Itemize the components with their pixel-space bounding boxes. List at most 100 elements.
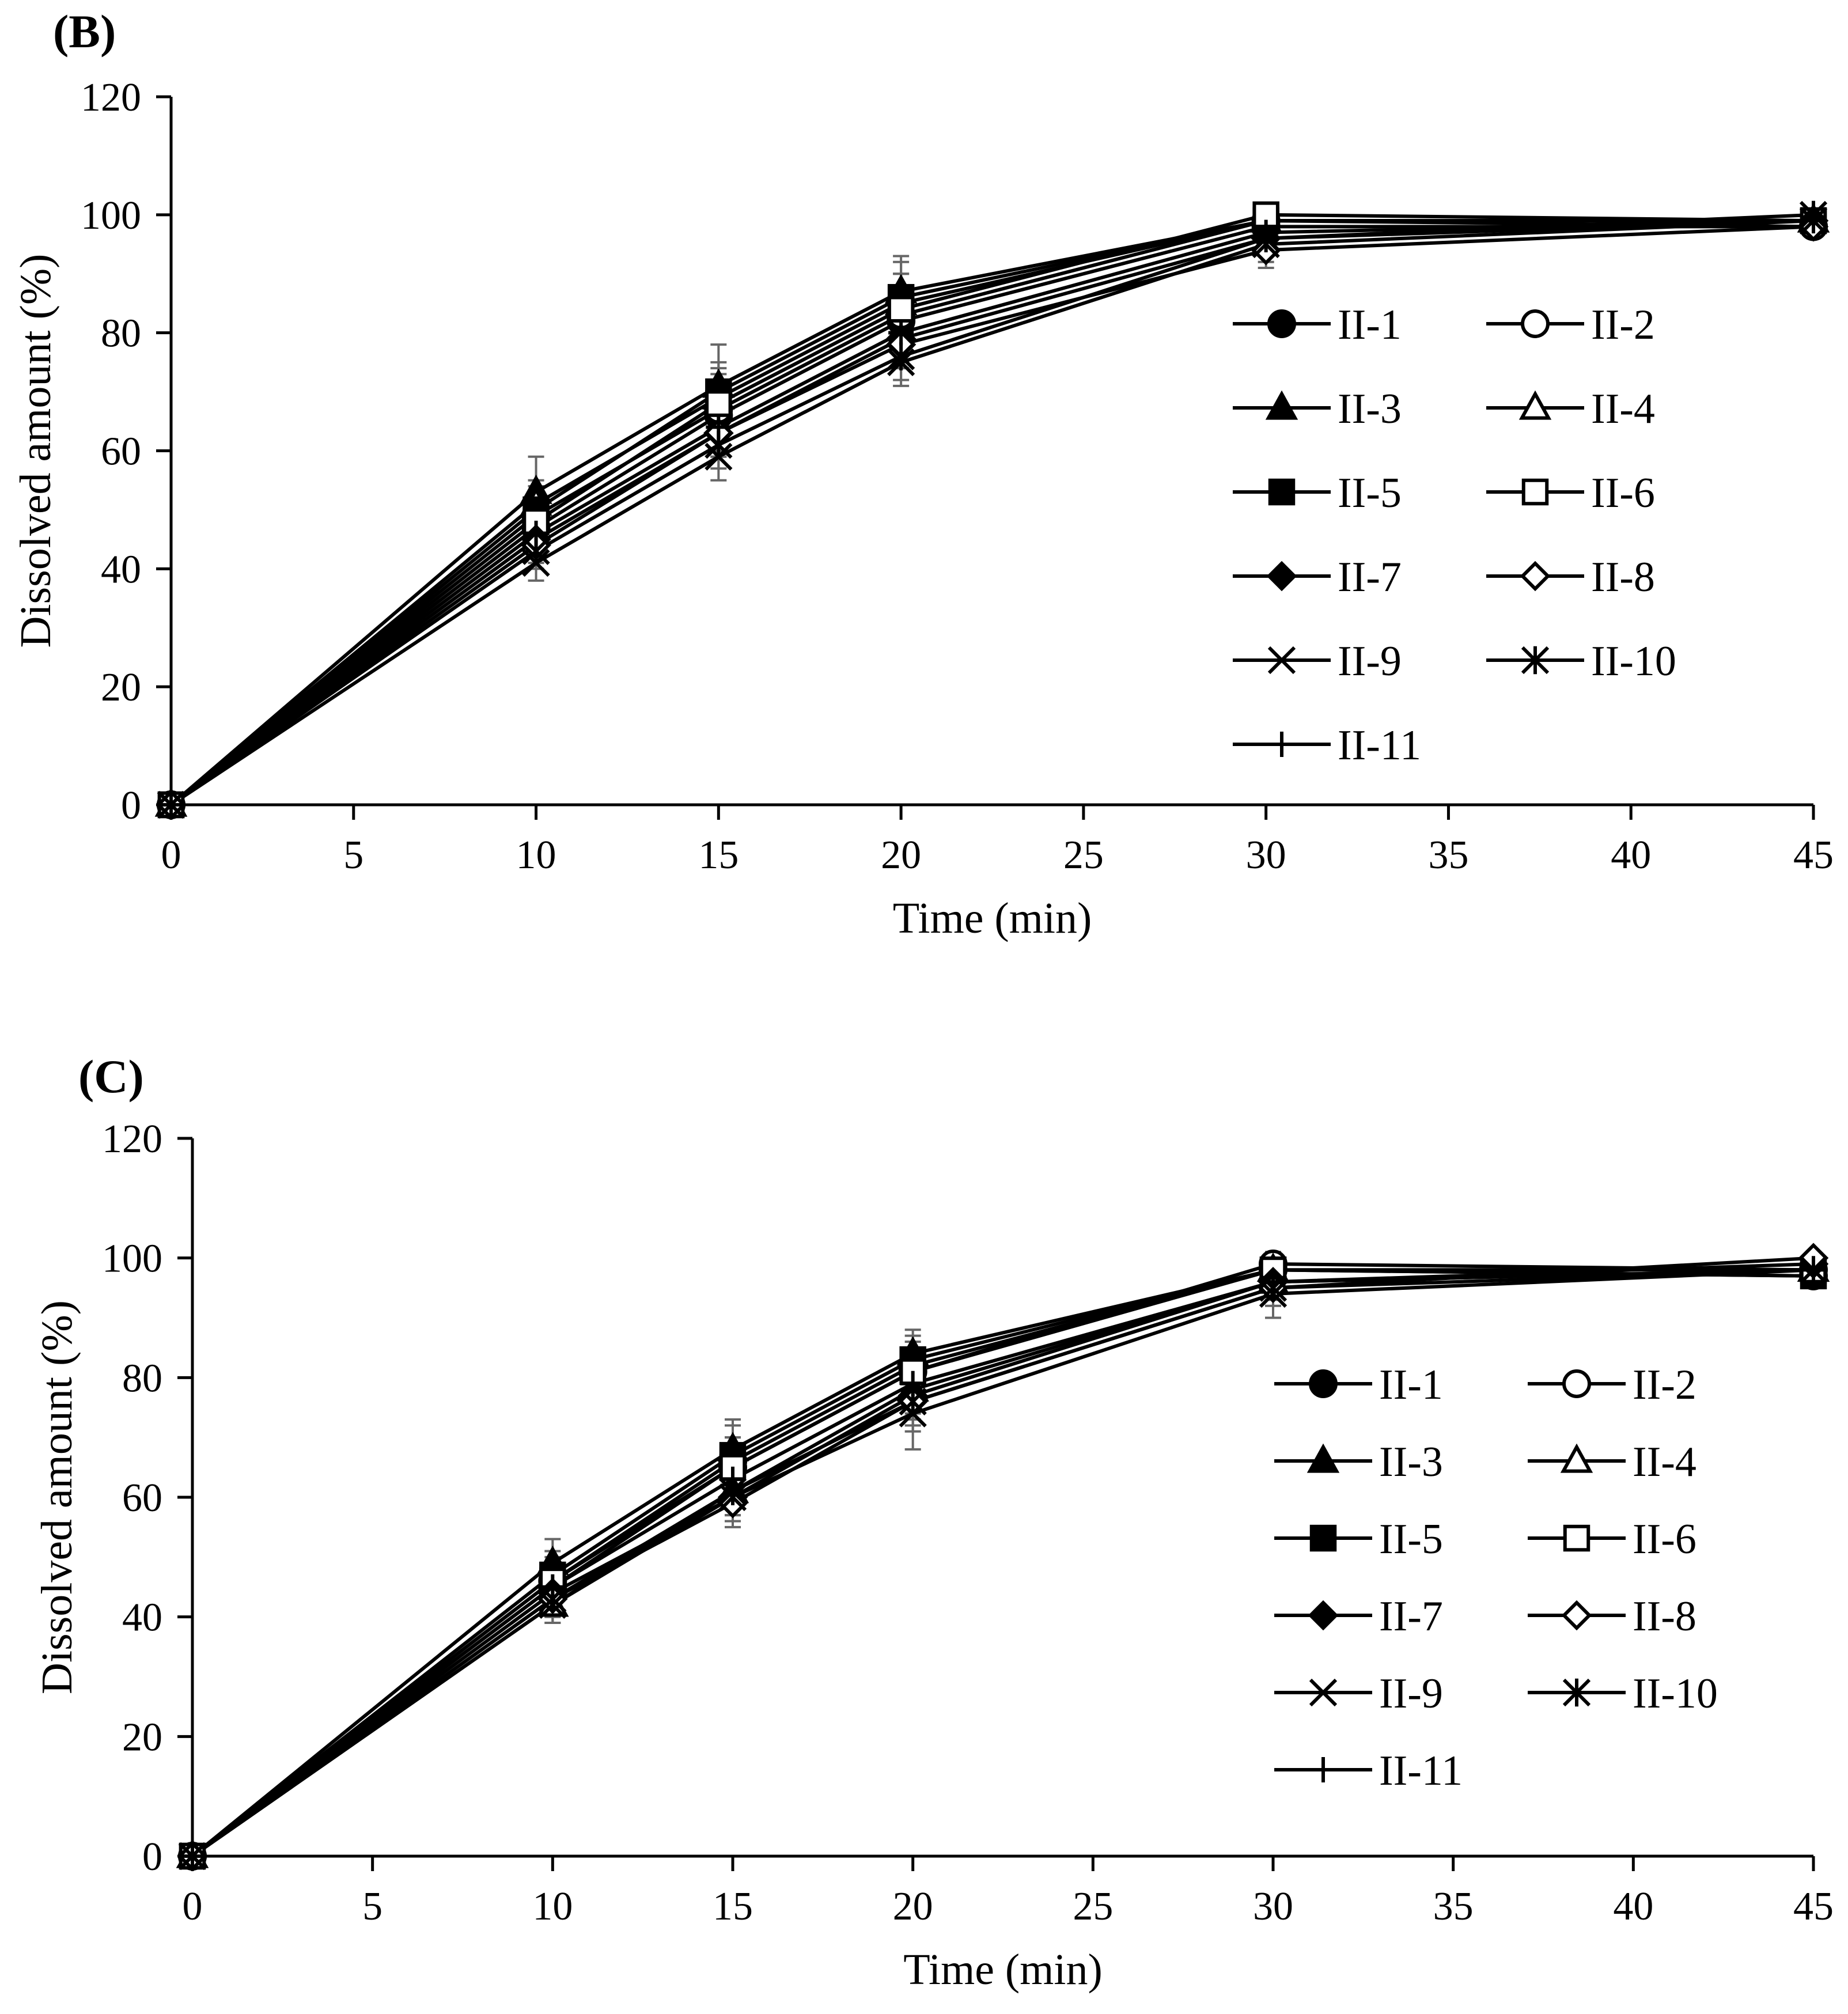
legend-marker xyxy=(1265,390,1298,420)
legend-marker xyxy=(1521,309,1550,338)
data-point-ii-11 xyxy=(720,1466,745,1492)
data-point-ii-11 xyxy=(706,414,732,440)
legend-marker xyxy=(1307,1443,1340,1473)
data-point-ii-11 xyxy=(1260,1269,1286,1295)
legend-marker xyxy=(1308,1600,1339,1631)
legend-label: II-8 xyxy=(1633,1593,1696,1640)
chart-panel-b: (B) 0 20 40 60 80 100 120 0 5 10 15 20 25 30 35 40 45 Time… xyxy=(12,5,1834,942)
legend-marker xyxy=(1309,1524,1337,1552)
legend-item: II-7 xyxy=(1233,554,1402,601)
series-line-ii-6 xyxy=(170,213,1814,807)
legend-marker xyxy=(1563,1524,1591,1552)
data-point-ii-11 xyxy=(900,1371,926,1396)
y-tick-label: 120 xyxy=(102,1117,162,1161)
data-point-ii-6 xyxy=(705,390,732,417)
legend-label: II-5 xyxy=(1338,470,1402,517)
legend-marker xyxy=(1311,1757,1336,1782)
y-axis-title: Dissolved amount (%) xyxy=(33,1300,81,1694)
y-tick-label: 40 xyxy=(101,547,141,592)
legend-label: II-7 xyxy=(1338,554,1402,601)
panel-label: (C) xyxy=(78,1050,144,1103)
y-tick-label: 60 xyxy=(101,430,141,474)
series-line-ii-9 xyxy=(191,1268,1814,1858)
series-line-ii-11 xyxy=(191,1268,1814,1858)
y-tick-label: 0 xyxy=(121,783,141,828)
legend-label: II-6 xyxy=(1633,1516,1696,1563)
series-line-ii-5 xyxy=(170,219,1813,807)
y-tick-label: 100 xyxy=(81,194,141,238)
legend-item: II-9 xyxy=(1274,1670,1443,1717)
panel-label: (B) xyxy=(53,5,116,58)
y-axis-title: Dissolved amount (%) xyxy=(12,254,60,648)
x-tick-label: 15 xyxy=(713,1884,753,1929)
x-tick-label: 20 xyxy=(893,1884,933,1929)
legend-item: II-2 xyxy=(1486,301,1655,349)
y-tick-label: 100 xyxy=(102,1237,162,1281)
legend-item: II-6 xyxy=(1528,1516,1696,1563)
x-tick-label: 35 xyxy=(1433,1884,1474,1929)
y-tick-label: 60 xyxy=(122,1476,162,1520)
legend-item: II-7 xyxy=(1274,1593,1443,1640)
x-tick-label: 40 xyxy=(1613,1884,1653,1929)
series-line-ii-10 xyxy=(191,1268,1814,1858)
legend-item: II-9 xyxy=(1233,638,1402,685)
x-tick-label: 0 xyxy=(161,833,181,877)
x-tick-label: 30 xyxy=(1253,1884,1293,1929)
legend-item: II-5 xyxy=(1274,1516,1443,1563)
legend-item: II-4 xyxy=(1528,1438,1696,1486)
legend-label: II-7 xyxy=(1379,1593,1443,1640)
legend-marker xyxy=(1267,309,1296,338)
x-tick-label: 20 xyxy=(881,833,921,877)
series-line-ii-8 xyxy=(170,225,1814,807)
data-point-ii-11 xyxy=(888,320,914,346)
legend-marker xyxy=(1267,646,1296,675)
series-line-ii-1 xyxy=(170,225,1813,807)
legend-item: II-10 xyxy=(1528,1670,1718,1717)
legend-item: II-1 xyxy=(1233,301,1402,349)
y-tick-label: 40 xyxy=(122,1596,162,1640)
legend: II-1 II-2 II-3 II-4 II-5 II-6 II-7 II-8 II-9 II-1… xyxy=(1233,301,1676,769)
x-axis-title: Time (min) xyxy=(893,894,1092,942)
x-tick-label: 5 xyxy=(362,1884,383,1929)
y-tick-label: 20 xyxy=(122,1715,162,1759)
legend-label: II-2 xyxy=(1633,1361,1696,1409)
series-line-ii-9 xyxy=(170,219,1814,807)
legend-item: II-11 xyxy=(1233,722,1421,769)
y-tick-label: 80 xyxy=(101,312,141,356)
y-tick-label: 80 xyxy=(122,1356,162,1400)
legend-label: II-2 xyxy=(1591,301,1655,349)
legend-label: II-9 xyxy=(1379,1670,1443,1717)
legend-label: II-1 xyxy=(1338,301,1402,349)
series-line-ii-10 xyxy=(170,213,1814,807)
x-tick-label: 30 xyxy=(1246,833,1286,877)
legend-marker xyxy=(1562,1369,1591,1398)
legend-label: II-3 xyxy=(1338,385,1402,433)
y-tick-label: 0 xyxy=(142,1835,162,1879)
legend-label: II-11 xyxy=(1338,722,1421,769)
legend-item: II-2 xyxy=(1528,1361,1696,1409)
x-tick-label: 15 xyxy=(698,833,739,877)
legend-item: II-8 xyxy=(1486,554,1655,601)
legend-label: II-1 xyxy=(1379,1361,1443,1409)
data-point-ii-11 xyxy=(180,1843,205,1869)
data-point-ii-11 xyxy=(158,792,184,817)
legend-marker xyxy=(1520,561,1551,592)
legend-label: II-3 xyxy=(1379,1438,1443,1486)
legend-label: II-5 xyxy=(1379,1516,1443,1563)
legend-marker xyxy=(1309,1369,1338,1398)
legend-marker xyxy=(1521,478,1549,506)
legend-item: II-10 xyxy=(1486,638,1676,685)
data-point-ii-11 xyxy=(1801,1257,1826,1283)
legend-label: II-10 xyxy=(1633,1670,1718,1717)
legend-marker xyxy=(1562,1678,1591,1707)
data-point-ii-6 xyxy=(887,296,915,323)
x-axis-title: Time (min) xyxy=(903,1945,1103,1994)
legend-item: II-3 xyxy=(1233,385,1402,433)
chart-panel-c: (C) 0 20 40 60 80 100 120 0 5 10 15 20 25 30 35 40 45 Time… xyxy=(33,1050,1834,1994)
x-tick-label: 45 xyxy=(1793,833,1834,877)
legend-marker xyxy=(1518,390,1552,420)
data-point-ii-11 xyxy=(540,1574,566,1600)
legend-marker xyxy=(1560,1443,1593,1473)
x-tick-label: 35 xyxy=(1428,833,1468,877)
